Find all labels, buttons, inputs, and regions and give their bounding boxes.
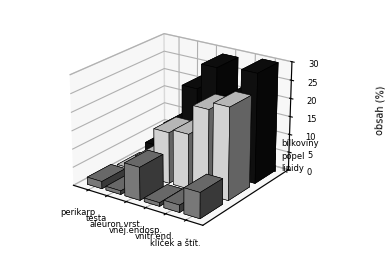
Legend: bílkoviny, popel, lipidy: bílkoviny, popel, lipidy bbox=[261, 136, 322, 177]
